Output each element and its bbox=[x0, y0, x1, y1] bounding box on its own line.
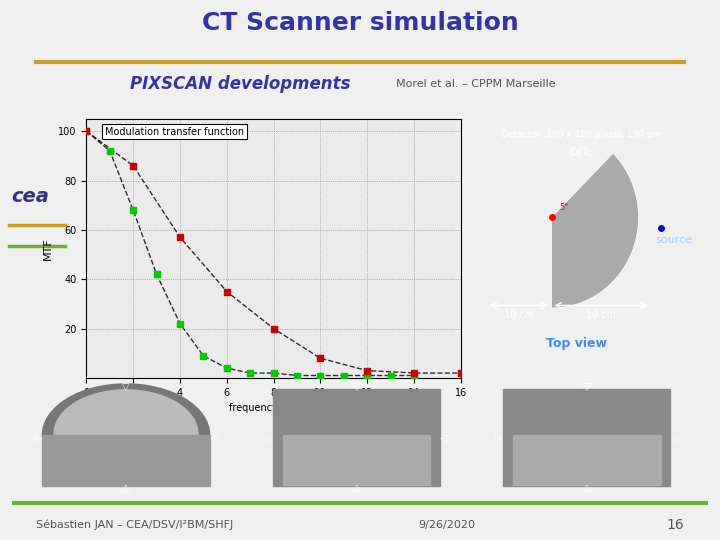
Y-axis label: MTF: MTF bbox=[42, 237, 53, 260]
Text: Morel et al. – CPPM Marseille: Morel et al. – CPPM Marseille bbox=[396, 79, 556, 89]
Text: 10 cm: 10 cm bbox=[586, 310, 616, 320]
Point bbox=[81, 127, 92, 136]
Point bbox=[408, 371, 420, 380]
Point bbox=[244, 369, 256, 377]
Point bbox=[268, 325, 279, 333]
Point bbox=[221, 364, 233, 373]
Text: ▽: ▽ bbox=[583, 382, 590, 392]
Wedge shape bbox=[552, 153, 639, 308]
Text: CT Scanner simulation: CT Scanner simulation bbox=[202, 11, 518, 35]
Bar bbox=[273, 389, 440, 486]
Bar bbox=[42, 435, 210, 486]
Text: ◁: ◁ bbox=[440, 433, 448, 442]
Text: 10 cm: 10 cm bbox=[504, 310, 534, 320]
Text: ▷: ▷ bbox=[495, 433, 503, 442]
Bar bbox=[503, 389, 670, 486]
Point bbox=[361, 371, 373, 380]
Text: Top view: Top view bbox=[546, 337, 607, 350]
Text: CdTe: CdTe bbox=[570, 147, 593, 158]
Point bbox=[315, 354, 326, 362]
Point bbox=[174, 233, 186, 241]
Text: ▷: ▷ bbox=[265, 433, 273, 442]
Point bbox=[81, 127, 92, 136]
Text: ▽: ▽ bbox=[353, 382, 360, 392]
Point bbox=[197, 352, 210, 360]
Point bbox=[291, 371, 303, 380]
Bar bbox=[513, 435, 661, 485]
Point bbox=[408, 369, 420, 377]
Bar bbox=[282, 435, 431, 485]
Text: cea: cea bbox=[12, 187, 49, 206]
Text: ▽: ▽ bbox=[122, 382, 130, 392]
Point bbox=[385, 371, 397, 380]
Point bbox=[127, 161, 139, 170]
Point bbox=[174, 319, 186, 328]
Point bbox=[127, 206, 139, 214]
Text: 9/26/2020: 9/26/2020 bbox=[418, 520, 475, 530]
Point bbox=[455, 369, 467, 377]
Circle shape bbox=[54, 390, 198, 478]
Text: ◁: ◁ bbox=[670, 433, 678, 442]
Point bbox=[315, 371, 326, 380]
Point bbox=[104, 146, 115, 155]
Text: PIXSCAN developments: PIXSCAN developments bbox=[130, 75, 350, 93]
Text: △: △ bbox=[122, 483, 130, 493]
Text: Sébastien JAN – CEA/DSV/I²BM/SHFJ: Sébastien JAN – CEA/DSV/I²BM/SHFJ bbox=[36, 519, 233, 530]
Point bbox=[268, 369, 279, 377]
Text: △: △ bbox=[583, 483, 590, 493]
Text: ▷: ▷ bbox=[35, 433, 42, 442]
X-axis label: frequency (mm-1): frequency (mm-1) bbox=[230, 403, 318, 413]
Text: source: source bbox=[656, 235, 693, 245]
Point bbox=[221, 287, 233, 296]
Point bbox=[361, 366, 373, 375]
Point bbox=[338, 371, 350, 380]
Text: Detector :100 x 100 pixels, 130 μm: Detector :100 x 100 pixels, 130 μm bbox=[501, 130, 662, 139]
Text: △: △ bbox=[353, 483, 360, 493]
Text: 5°: 5° bbox=[559, 202, 568, 212]
Circle shape bbox=[42, 384, 210, 486]
Point bbox=[151, 270, 163, 279]
Text: ◁: ◁ bbox=[210, 433, 217, 442]
Text: 16: 16 bbox=[666, 518, 684, 532]
Text: Modulation transfer function: Modulation transfer function bbox=[105, 126, 244, 137]
